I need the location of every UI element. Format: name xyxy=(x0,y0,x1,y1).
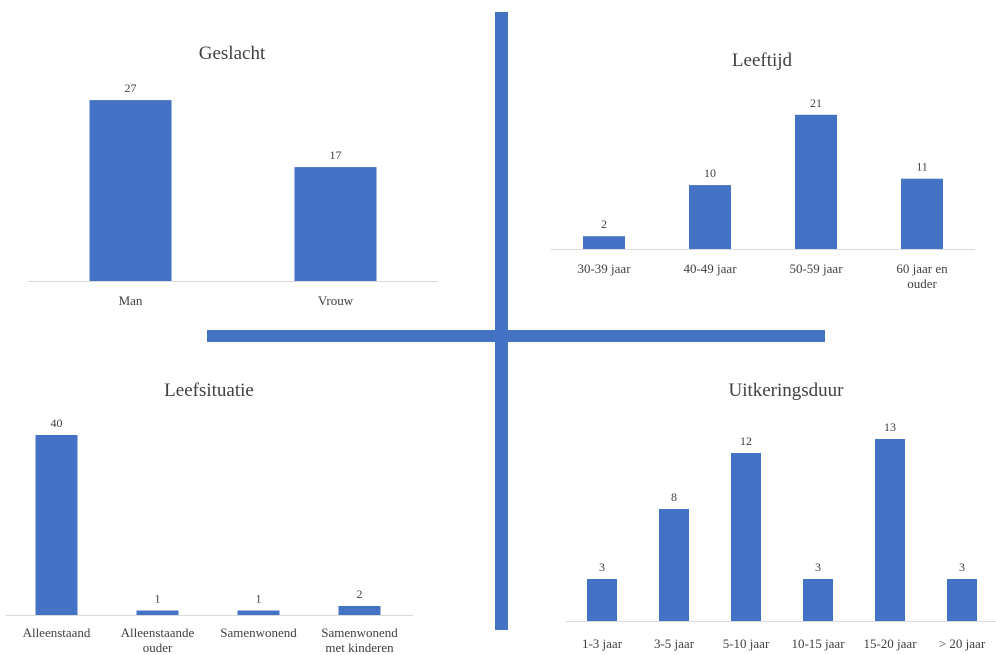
bar-leefsituatie-samenwonend-met-kinderen xyxy=(338,606,381,615)
tick-label-leefsituatie-samenwonend-met-kinderen: Samenwonend met kinderen xyxy=(321,625,398,655)
tick-label-leeftijd-30-39-jaar: 30-39 jaar xyxy=(577,261,631,276)
data-label-leefsituatie-samenwonend: 1 xyxy=(256,592,262,606)
data-label-leefsituatie-alleenstaand: 40 xyxy=(51,416,63,430)
tick-label-uitkeringsduur-20-jaar: > 20 jaar xyxy=(939,636,986,651)
data-label-uitkeringsduur-20-jaar: 3 xyxy=(959,560,965,574)
tick-label-geslacht-man: Man xyxy=(119,293,143,308)
tick-label-leefsituatie-samenwonend: Samenwonend xyxy=(220,625,297,640)
bar-uitkeringsduur-1-3-jaar xyxy=(587,579,617,621)
data-label-leeftijd-40-49-jaar: 10 xyxy=(704,166,716,180)
data-label-uitkeringsduur-15-20-jaar: 13 xyxy=(884,420,896,434)
chart-title-leefsituatie: Leefsituatie xyxy=(164,380,254,401)
chart-title-geslacht: Geslacht xyxy=(199,43,266,64)
tick-label-leeftijd-50-59-jaar: 50-59 jaar xyxy=(789,261,843,276)
bar-leefsituatie-samenwonend xyxy=(237,610,280,615)
tick-label-uitkeringsduur-3-5-jaar: 3-5 jaar xyxy=(654,636,695,651)
tick-label-uitkeringsduur-10-15-jaar: 10-15 jaar xyxy=(791,636,845,651)
chart-leeftijd: Leeftijd 2 30-39 jaar 10 40-49 jaar 21 50-59 … xyxy=(551,50,975,291)
tick-label-uitkeringsduur-1-3-jaar: 1-3 jaar xyxy=(582,636,623,651)
data-label-leefsituatie-samenwonend-met-kinderen: 2 xyxy=(357,587,363,601)
tick-label-uitkeringsduur-5-10-jaar: 5-10 jaar xyxy=(723,636,770,651)
vertical-divider xyxy=(495,12,508,630)
bar-leeftijd-50-59-jaar xyxy=(795,114,837,249)
bar-geslacht-man xyxy=(89,100,172,281)
bar-uitkeringsduur-5-10-jaar xyxy=(731,453,761,621)
data-label-uitkeringsduur-10-15-jaar: 3 xyxy=(815,560,821,574)
data-label-uitkeringsduur-5-10-jaar: 12 xyxy=(740,434,752,448)
tick-label-leefsituatie-alleenstaand: Alleenstaand xyxy=(23,625,91,640)
chart-geslacht: Geslacht 27 Man 17 Vrouw xyxy=(28,43,438,308)
data-label-leeftijd-60-jaar-en-ouder: 11 xyxy=(916,160,928,174)
tick-label-uitkeringsduur-15-20-jaar: 15-20 jaar xyxy=(863,636,917,651)
tick-label-leeftijd-60-jaar-en-ouder: 60 jaar en ouder xyxy=(896,261,948,291)
bar-leeftijd-40-49-jaar xyxy=(689,185,731,249)
data-label-leeftijd-50-59-jaar: 21 xyxy=(810,96,822,110)
bar-leefsituatie-alleenstaand xyxy=(35,435,78,615)
tick-label-leefsituatie-alleenstaande-ouder: Alleenstaande ouder xyxy=(121,625,195,655)
bar-leeftijd-30-39-jaar xyxy=(583,236,625,249)
bar-leefsituatie-alleenstaande-ouder xyxy=(136,610,179,615)
data-label-leefsituatie-alleenstaande-ouder: 1 xyxy=(155,592,161,606)
chart-uitkeringsduur: Uitkeringsduur 3 1-3 jaar 8 3-5 jaar 12 5-10 … xyxy=(566,380,996,651)
tick-label-geslacht-vrouw: Vrouw xyxy=(318,293,354,308)
tick-label-leeftijd-40-49-jaar: 40-49 jaar xyxy=(683,261,737,276)
bar-uitkeringsduur-3-5-jaar xyxy=(659,509,689,621)
data-label-uitkeringsduur-3-5-jaar: 8 xyxy=(671,490,677,504)
data-label-uitkeringsduur-1-3-jaar: 3 xyxy=(599,560,605,574)
bar-leeftijd-60-jaar-en-ouder xyxy=(901,178,943,249)
bar-uitkeringsduur-10-15-jaar xyxy=(803,579,833,621)
data-label-leeftijd-30-39-jaar: 2 xyxy=(601,217,607,231)
chart-leefsituatie: Leefsituatie 40 Alleenstaand 1 Alleenstaand… xyxy=(6,380,413,655)
data-label-geslacht-man: 27 xyxy=(125,81,137,95)
bar-uitkeringsduur-20-jaar xyxy=(947,579,977,621)
data-label-geslacht-vrouw: 17 xyxy=(330,148,342,162)
chart-title-uitkeringsduur: Uitkeringsduur xyxy=(728,380,844,401)
horizontal-divider xyxy=(207,330,825,342)
bar-uitkeringsduur-15-20-jaar xyxy=(875,439,905,621)
bar-geslacht-vrouw xyxy=(294,167,377,281)
chart-title-leeftijd: Leeftijd xyxy=(732,50,793,71)
